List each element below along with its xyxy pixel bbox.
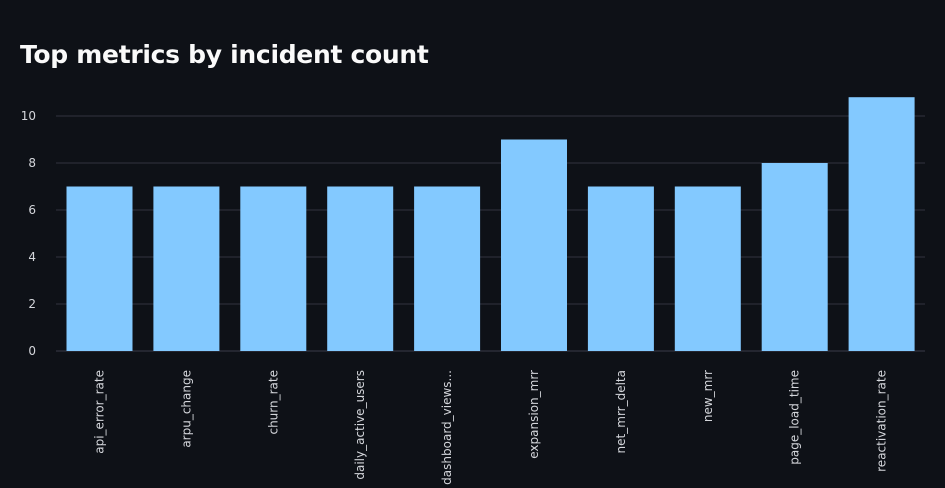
y-tick-label: 8 bbox=[28, 156, 36, 170]
y-tick-label: 10 bbox=[21, 109, 36, 123]
bar-api-error-rate[interactable] bbox=[66, 186, 133, 352]
bar-net-mrr-delta[interactable] bbox=[587, 186, 654, 352]
x-tick-label: reactivation_rate bbox=[875, 370, 889, 472]
bars bbox=[66, 97, 915, 352]
y-tick-label: 0 bbox=[28, 344, 36, 358]
bar-reactivation-rate[interactable] bbox=[848, 97, 915, 351]
x-tick-label: page_load_time bbox=[788, 370, 802, 465]
bar-churn-rate[interactable] bbox=[240, 186, 307, 352]
x-tick-label: daily_active_users bbox=[353, 370, 367, 480]
x-tick-label: arpu_change bbox=[179, 370, 193, 448]
x-tick-label: expansion_mrr bbox=[527, 370, 541, 459]
y-tick-label: 4 bbox=[28, 250, 36, 264]
x-axis-labels: api_error_rate arpu_change churn_rate daily… bbox=[92, 370, 888, 485]
y-tick-label: 2 bbox=[28, 297, 36, 311]
x-tick-label: churn_rate bbox=[266, 370, 280, 435]
bar-page-load-time[interactable] bbox=[761, 163, 828, 351]
x-tick-label: new_mrr bbox=[701, 370, 715, 422]
bar-daily-active-users[interactable] bbox=[327, 186, 394, 352]
x-tick-label: dashboard_views... bbox=[440, 370, 454, 485]
bar-expansion-mrr[interactable] bbox=[501, 139, 567, 352]
bar-new-mrr[interactable] bbox=[674, 186, 741, 352]
bar-arpu-change[interactable] bbox=[153, 186, 220, 352]
bar-dashboard-views[interactable] bbox=[414, 186, 481, 352]
y-tick-label: 6 bbox=[28, 203, 36, 217]
y-axis-ticks: 0 2 4 6 8 10 bbox=[21, 109, 36, 358]
chart-title: Top metrics by incident count bbox=[20, 40, 429, 69]
x-tick-label: net_mrr_delta bbox=[614, 370, 628, 453]
x-tick-label: api_error_rate bbox=[92, 370, 106, 454]
